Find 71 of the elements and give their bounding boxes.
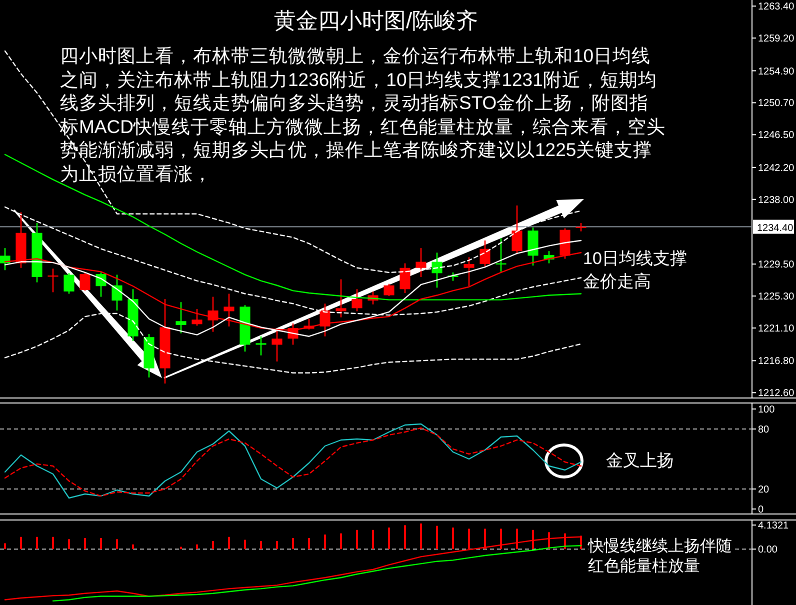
bar <box>4 543 6 550</box>
y-tick-label: 80 <box>758 424 770 436</box>
bar <box>212 540 214 550</box>
bar <box>372 530 374 550</box>
line-series <box>52 545 582 602</box>
annotation: 金价走高 <box>583 272 651 291</box>
candlestick <box>112 274 122 312</box>
bar <box>244 540 246 550</box>
candlestick <box>480 240 490 267</box>
candlestick <box>400 262 410 294</box>
bar <box>292 538 294 550</box>
bar <box>68 539 70 550</box>
bar <box>404 525 406 550</box>
candlestick <box>352 288 362 312</box>
bar <box>196 544 198 550</box>
y-tick-label: 20 <box>758 484 770 496</box>
candlestick <box>384 283 394 297</box>
bar <box>276 540 278 550</box>
y-tick-label: 1212.60 <box>758 388 795 400</box>
annotation: 红色能量柱放量 <box>588 557 700 575</box>
bar <box>436 526 438 550</box>
bar <box>260 540 262 550</box>
y-tick-label: 0.00 <box>758 544 778 556</box>
candlestick <box>0 247 10 271</box>
candlestick <box>192 308 202 326</box>
chart-title: 黄金四小时图/陈峻齐 <box>274 8 478 33</box>
line-series <box>4 312 582 374</box>
candlestick <box>432 252 442 288</box>
candlestick <box>416 247 426 278</box>
bar <box>100 538 102 550</box>
y-tick-label: 1242.20 <box>758 162 795 174</box>
candlestick <box>224 293 234 328</box>
y-tick-label: 1225.30 <box>758 292 795 303</box>
y-tick-label: 1250.70 <box>758 98 795 110</box>
bar <box>340 533 342 550</box>
bar <box>52 536 54 550</box>
candlestick <box>80 272 90 292</box>
text: 金叉上扬 <box>606 451 674 470</box>
y-tick-label: 1216.80 <box>758 356 795 368</box>
y-tick-label: 1259.20 <box>758 34 795 45</box>
candlestick <box>256 336 266 356</box>
y-tick-label: 1263.40 <box>758 2 795 13</box>
bar <box>116 539 118 550</box>
bar <box>84 538 86 550</box>
bar <box>36 536 38 550</box>
y-tick-label: 4.1321 <box>758 520 790 532</box>
bar <box>308 538 310 550</box>
y-tick-label: 1229.50 <box>758 260 795 271</box>
ref-line-label: 1234.40 <box>757 222 794 234</box>
bar <box>356 530 358 550</box>
annotation: 四小时图上看，布林带三轨微微朝上，金价运行布林带上轨和10日均线之间，关注布林带上轨阻力1236附近，10日均线支撑1231附近，短期均线多头排列，短线走势偏向多头趋势，灵动指标STO金价上扬，附图指标MACD快慢线于零轴上方微微上扬，红色能量柱放量，综合来看，空头势能渐渐减弱，短期多头占优，操作上笔者陈峻齐建议以1225关键支撑为止损位置看涨， <box>60 44 666 185</box>
bar <box>20 536 22 550</box>
bar <box>388 528 390 550</box>
y-tick-label: 1238.00 <box>758 194 795 206</box>
bar <box>324 534 326 550</box>
y-tick-label: 1254.90 <box>758 66 795 78</box>
y-tick-label: 0 <box>758 504 764 516</box>
candlestick <box>64 272 74 294</box>
candlestick <box>464 256 474 287</box>
candlestick <box>512 204 522 255</box>
y-tick-label: 1221.10 <box>758 323 795 334</box>
bar <box>452 528 454 550</box>
bar <box>132 544 134 550</box>
candlestick <box>96 272 106 298</box>
y-tick-label: 1246.50 <box>758 130 795 142</box>
bar <box>420 523 422 550</box>
candlestick <box>176 301 186 334</box>
y-tick-label: 100 <box>758 404 776 416</box>
bar <box>228 536 230 550</box>
annotation: 10日均线支撑 <box>583 249 687 268</box>
candlestick <box>336 278 346 318</box>
